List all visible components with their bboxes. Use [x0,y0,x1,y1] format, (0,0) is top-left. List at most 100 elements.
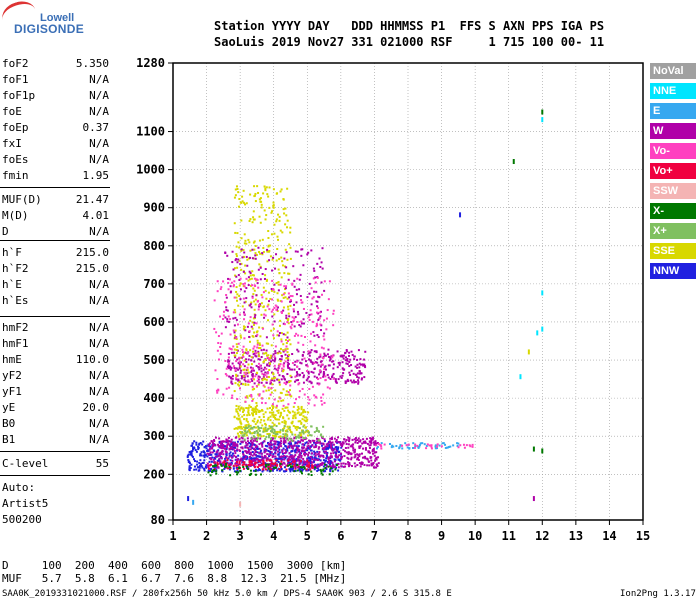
data-point [302,436,305,439]
data-point [282,441,285,444]
data-point [215,465,218,468]
data-point [263,185,266,188]
data-point [220,452,223,455]
data-point [272,353,275,356]
data-point [317,312,320,315]
param-row: M(D) 4.01 [2,209,109,225]
data-point [214,369,217,372]
data-point [303,393,306,396]
data-point [268,455,271,458]
data-point [256,339,259,342]
data-point [322,393,325,396]
data-point [281,421,284,424]
data-point [252,447,255,450]
data-point [253,360,256,363]
data-point [225,451,228,454]
data-point [249,469,252,472]
data-point [257,246,260,249]
data-point [285,285,288,288]
data-point [212,443,215,446]
data-point [369,456,372,459]
data-point [247,464,250,467]
data-point [191,448,194,451]
data-point [220,332,223,335]
data-point [260,442,263,445]
data-point [298,390,301,393]
data-point [286,433,289,436]
data-point [462,443,465,446]
data-point [459,212,462,218]
y-tick-label: 900 [143,201,165,215]
data-point [227,464,230,467]
data-point [295,379,298,382]
data-point [323,450,326,453]
data-point [457,442,460,445]
data-point [251,442,254,445]
data-point [268,250,271,253]
data-point [262,291,265,294]
data-point [209,474,212,477]
data-point [292,445,295,448]
data-point [233,415,236,418]
data-point [259,460,262,463]
data-point [323,368,326,371]
data-point [275,253,278,256]
data-point [227,360,230,363]
data-point [306,253,309,256]
data-point [268,364,271,367]
data-point [271,408,274,411]
data-point [308,354,311,357]
data-point [266,260,269,263]
data-point [302,307,305,310]
data-point [297,350,300,353]
data-point [233,444,236,447]
data-point [259,252,262,255]
data-point [276,418,279,421]
data-point [532,446,535,452]
data-point [248,335,251,338]
data-point [288,463,291,466]
data-point [249,349,252,352]
data-point [271,210,274,213]
data-point [274,345,277,348]
data-point [255,352,258,355]
data-point [219,460,222,463]
data-point [457,446,460,449]
data-point [278,448,281,451]
data-point [356,358,359,361]
data-point [300,422,303,425]
data-point [254,244,257,247]
data-point [258,460,261,463]
data-point [311,464,314,467]
data-point [286,340,289,343]
data-point [270,386,273,389]
param-key: foF1p [2,89,36,102]
data-point [286,373,289,376]
data-point [335,452,338,455]
data-point [199,442,202,445]
data-point [189,462,192,465]
x-tick-label: 5 [304,529,311,543]
data-point [238,387,241,390]
data-point [327,364,330,367]
data-point [227,281,230,284]
data-point [325,317,328,320]
data-point [253,408,256,411]
data-point [260,367,263,370]
data-point [269,448,272,451]
data-point [253,437,256,440]
data-point [265,468,268,471]
data-point [350,363,353,366]
data-point [207,449,210,452]
data-point [301,301,304,304]
data-point [371,438,374,441]
data-point [256,185,259,188]
data-point [309,441,312,444]
data-point [314,281,317,284]
data-point [259,365,262,368]
data-point [423,443,426,446]
data-point [270,462,273,465]
data-point [251,379,254,382]
data-point [322,456,325,459]
data-point [237,378,240,381]
